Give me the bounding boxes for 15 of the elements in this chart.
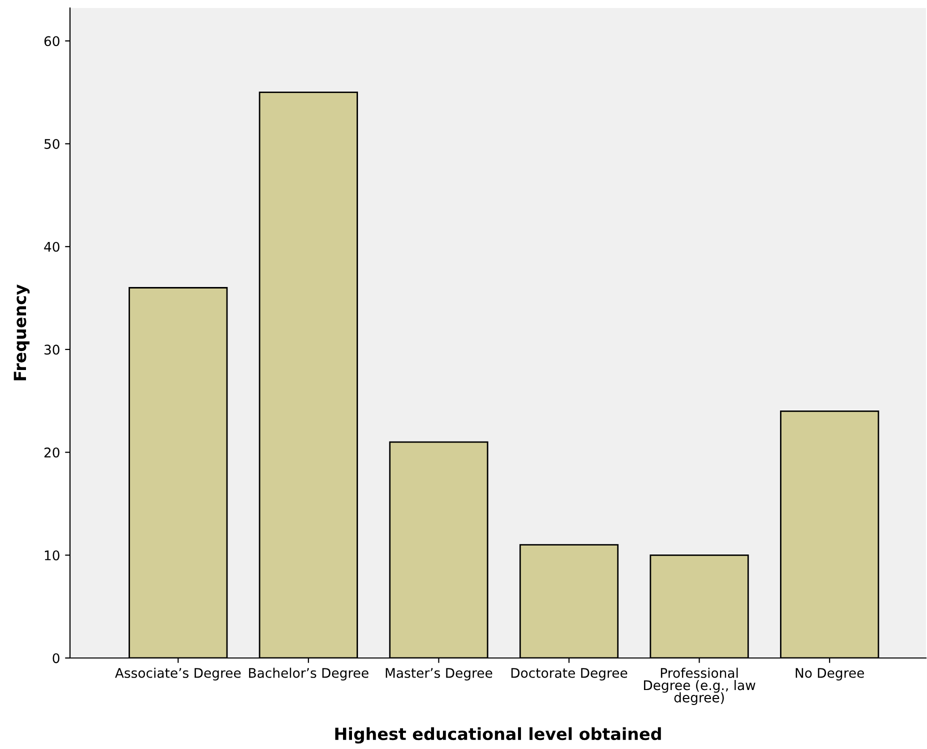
y-axis-title: Frequency	[14, 284, 30, 380]
y-tick-label: 30	[44, 344, 60, 355]
x-tick-label: Master’s Degree	[386, 668, 492, 680]
x-tick-label: Associate’s Degree	[115, 668, 241, 680]
x-tick-label: Doctorate Degree	[511, 668, 628, 680]
y-tick-label: 50	[44, 138, 60, 149]
x-tick-label: Professional Degree (e.g., law degree)	[644, 668, 756, 706]
y-tick-label: 40	[44, 242, 60, 252]
y-tick-label: 20	[44, 448, 60, 458]
y-tick-label: 10	[44, 550, 60, 560]
y-tick-label: 0	[52, 653, 60, 664]
y-tick-label: 60	[44, 36, 60, 46]
x-axis-title: Highest educational level obtained	[335, 727, 661, 744]
x-tick-label: No Degree	[796, 668, 864, 680]
x-tick-label: Bachelor’s Degree	[249, 668, 368, 680]
